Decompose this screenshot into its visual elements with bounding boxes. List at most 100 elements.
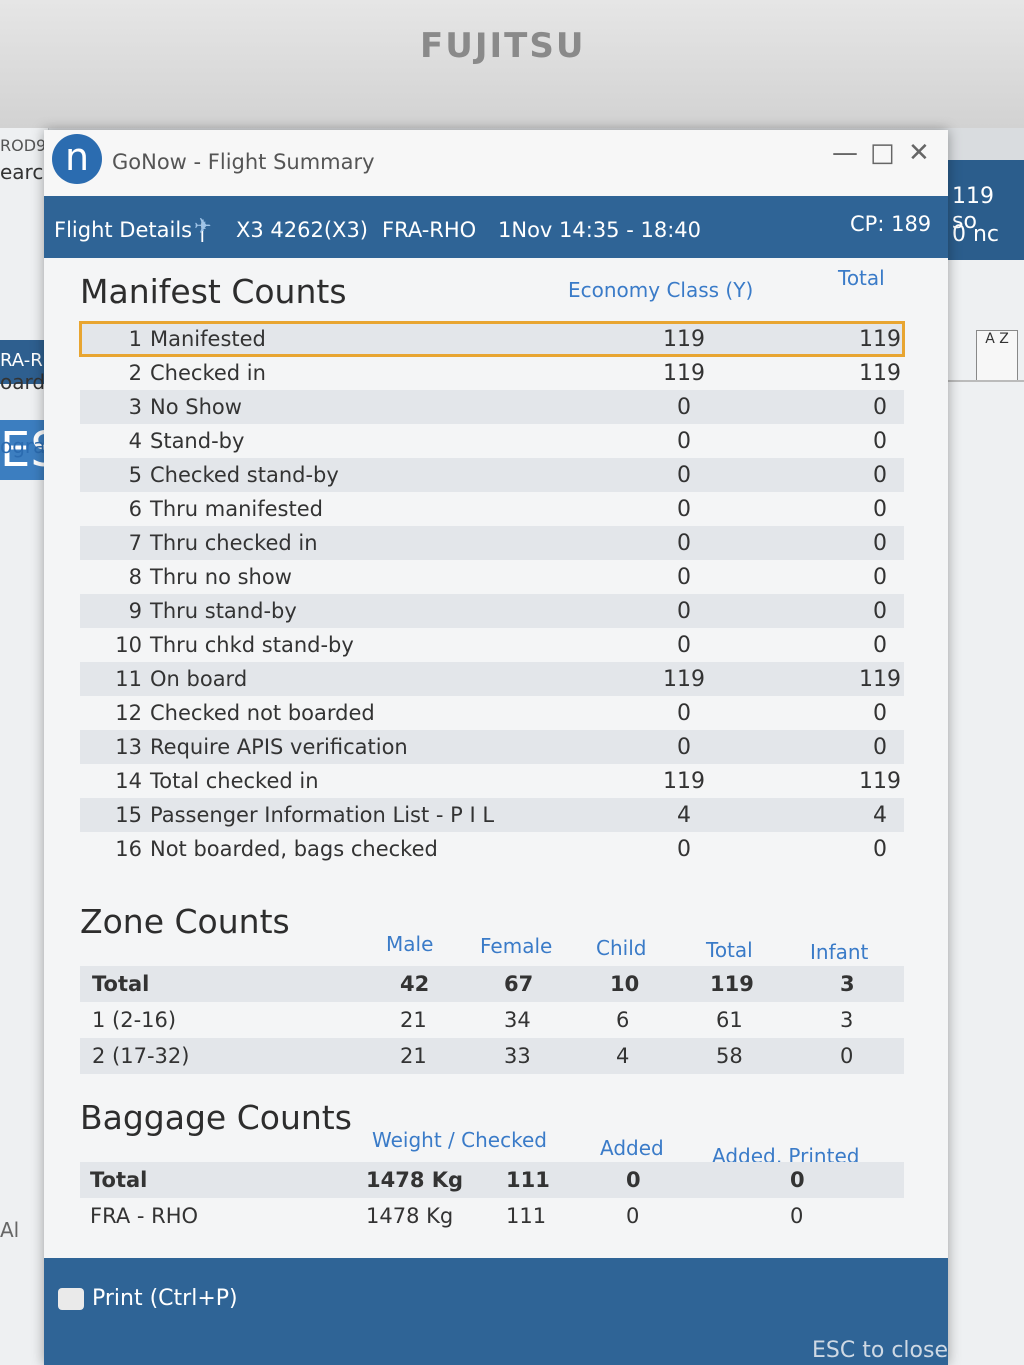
row-label: Checked stand-by bbox=[150, 463, 339, 487]
table-row[interactable]: 12 Checked not boarded 0 0 bbox=[80, 696, 904, 730]
total-value: 0 bbox=[873, 633, 887, 658]
total-value: 119 bbox=[859, 667, 901, 692]
maximize-button[interactable]: □ bbox=[870, 138, 895, 168]
table-row[interactable]: 13 Require APIS verification 0 0 bbox=[80, 730, 904, 764]
table-row[interactable]: 3 No Show 0 0 bbox=[80, 390, 904, 424]
total-value: 0 bbox=[873, 837, 887, 862]
manifest-counts-title: Manifest Counts bbox=[80, 272, 347, 311]
table-row[interactable]: 2 (17-32) 21 33 4 58 0 bbox=[80, 1038, 904, 1074]
table-row[interactable]: Total 42 67 10 119 3 bbox=[80, 966, 904, 1002]
row-label: Checked in bbox=[150, 361, 266, 385]
table-row[interactable]: 10 Thru chkd stand-by 0 0 bbox=[80, 628, 904, 662]
table-row[interactable]: 7 Thru checked in 0 0 bbox=[80, 526, 904, 560]
total-value: 0 bbox=[873, 531, 887, 556]
total-value: 4 bbox=[873, 803, 887, 828]
row-label: Thru checked in bbox=[150, 531, 318, 555]
row-label: Total checked in bbox=[150, 769, 319, 793]
sort-az-button[interactable]: A Z bbox=[976, 330, 1018, 382]
background-app-right: 119 so 0 nc A Z bbox=[946, 160, 1024, 1365]
row-number: 13 bbox=[115, 735, 142, 759]
flight-number: X3 4262(X3) bbox=[236, 218, 368, 242]
table-row[interactable]: 1 Manifested 119 119 bbox=[79, 321, 905, 357]
row-number: 2 bbox=[128, 361, 142, 385]
weight-value: 1478 Kg bbox=[366, 1204, 454, 1228]
infant-value: 3 bbox=[840, 972, 855, 996]
esc-to-close-hint[interactable]: ESC to close bbox=[812, 1338, 948, 1363]
row-label: On board bbox=[150, 667, 248, 691]
background-band bbox=[0, 340, 48, 384]
row-number: 16 bbox=[115, 837, 142, 861]
economy-class-header: Economy Class (Y) bbox=[568, 278, 754, 302]
weight-value: 1478 Kg bbox=[366, 1168, 464, 1192]
economy-value: 0 bbox=[677, 837, 691, 862]
total-value: 0 bbox=[873, 429, 887, 454]
zone-counts-title: Zone Counts bbox=[80, 902, 290, 941]
total-header: Total bbox=[706, 938, 753, 962]
table-row[interactable]: 1 (2-16) 21 34 6 61 3 bbox=[80, 1002, 904, 1038]
flight-route: FRA-RHO bbox=[382, 218, 477, 242]
economy-value: 0 bbox=[677, 429, 691, 454]
female-value: 67 bbox=[504, 972, 534, 996]
row-number: 10 bbox=[115, 633, 142, 657]
row-number: 15 bbox=[115, 803, 142, 827]
table-row[interactable]: 14 Total checked in 119 119 bbox=[80, 764, 904, 798]
table-row[interactable]: 15 Passenger Information List - P I L 4 4 bbox=[80, 798, 904, 832]
table-row[interactable]: 4 Stand-by 0 0 bbox=[80, 424, 904, 458]
economy-value: 119 bbox=[663, 769, 705, 794]
table-row[interactable]: 5 Checked stand-by 0 0 bbox=[80, 458, 904, 492]
child-value: 4 bbox=[616, 1044, 630, 1068]
zone-label: 1 (2-16) bbox=[92, 1008, 177, 1032]
airline-plane-icon: ✈ bbox=[194, 214, 212, 238]
row-number: 12 bbox=[115, 701, 142, 725]
close-button[interactable]: ✕ bbox=[908, 138, 930, 168]
total-value: 0 bbox=[873, 497, 887, 522]
economy-value: 0 bbox=[677, 701, 691, 726]
table-row[interactable]: 8 Thru no show 0 0 bbox=[80, 560, 904, 594]
baggage-label: Total bbox=[90, 1168, 148, 1192]
male-header: Male bbox=[386, 932, 434, 956]
table-row[interactable]: Total 1478 Kg 111 0 0 bbox=[80, 1162, 904, 1198]
row-number: 6 bbox=[128, 497, 142, 521]
table-row[interactable]: 6 Thru manifested 0 0 bbox=[80, 492, 904, 526]
dialog-footer: Print (Ctrl+P) ESC to close bbox=[44, 1258, 948, 1365]
row-number: 9 bbox=[128, 599, 142, 623]
print-button-label: Print (Ctrl+P) bbox=[92, 1286, 238, 1311]
printer-icon bbox=[58, 1288, 84, 1310]
total-value: 119 bbox=[859, 361, 901, 386]
capacity-value: CP: 189 bbox=[850, 212, 932, 236]
table-row[interactable]: FRA - RHO 1478 Kg 111 0 0 bbox=[80, 1198, 904, 1234]
row-label: Thru manifested bbox=[150, 497, 323, 521]
total-value: 58 bbox=[716, 1044, 743, 1068]
print-button[interactable]: Print (Ctrl+P) bbox=[58, 1286, 238, 1311]
row-number: 4 bbox=[128, 429, 142, 453]
total-header: Total bbox=[838, 266, 885, 290]
row-label: Thru chkd stand-by bbox=[150, 633, 354, 657]
row-label: Require APIS verification bbox=[150, 735, 408, 759]
background-text: oard bbox=[0, 370, 46, 394]
title-bar: n GoNow - Flight Summary — □ ✕ bbox=[44, 130, 948, 200]
row-label: No Show bbox=[150, 395, 242, 419]
row-number: 7 bbox=[128, 531, 142, 555]
economy-value: 0 bbox=[677, 531, 691, 556]
row-label: Checked not boarded bbox=[150, 701, 375, 725]
total-value: 119 bbox=[859, 769, 901, 794]
table-row[interactable]: 11 On board 119 119 bbox=[80, 662, 904, 696]
economy-value: 0 bbox=[677, 395, 691, 420]
child-value: 6 bbox=[616, 1008, 630, 1032]
row-label: Thru no show bbox=[150, 565, 292, 589]
row-number: 8 bbox=[128, 565, 142, 589]
table-row[interactable]: 16 Not boarded, bags checked 0 0 bbox=[80, 832, 904, 866]
row-number: 1 bbox=[128, 327, 142, 351]
checked-value: 111 bbox=[506, 1168, 550, 1192]
minimize-button[interactable]: — bbox=[832, 138, 858, 168]
total-value: 0 bbox=[873, 599, 887, 624]
economy-value: 4 bbox=[677, 803, 691, 828]
table-row[interactable]: 9 Thru stand-by 0 0 bbox=[80, 594, 904, 628]
child-header: Child bbox=[596, 936, 647, 960]
row-label: Passenger Information List - P I L bbox=[150, 803, 495, 827]
row-number: 3 bbox=[128, 395, 142, 419]
background-app-left: ROD9 earch RA-R ES oard ogra Al bbox=[0, 128, 61, 1365]
background-text: ogra bbox=[0, 434, 46, 458]
table-row[interactable]: 2 Checked in 119 119 bbox=[80, 356, 904, 390]
background-text: 119 so bbox=[952, 184, 994, 234]
